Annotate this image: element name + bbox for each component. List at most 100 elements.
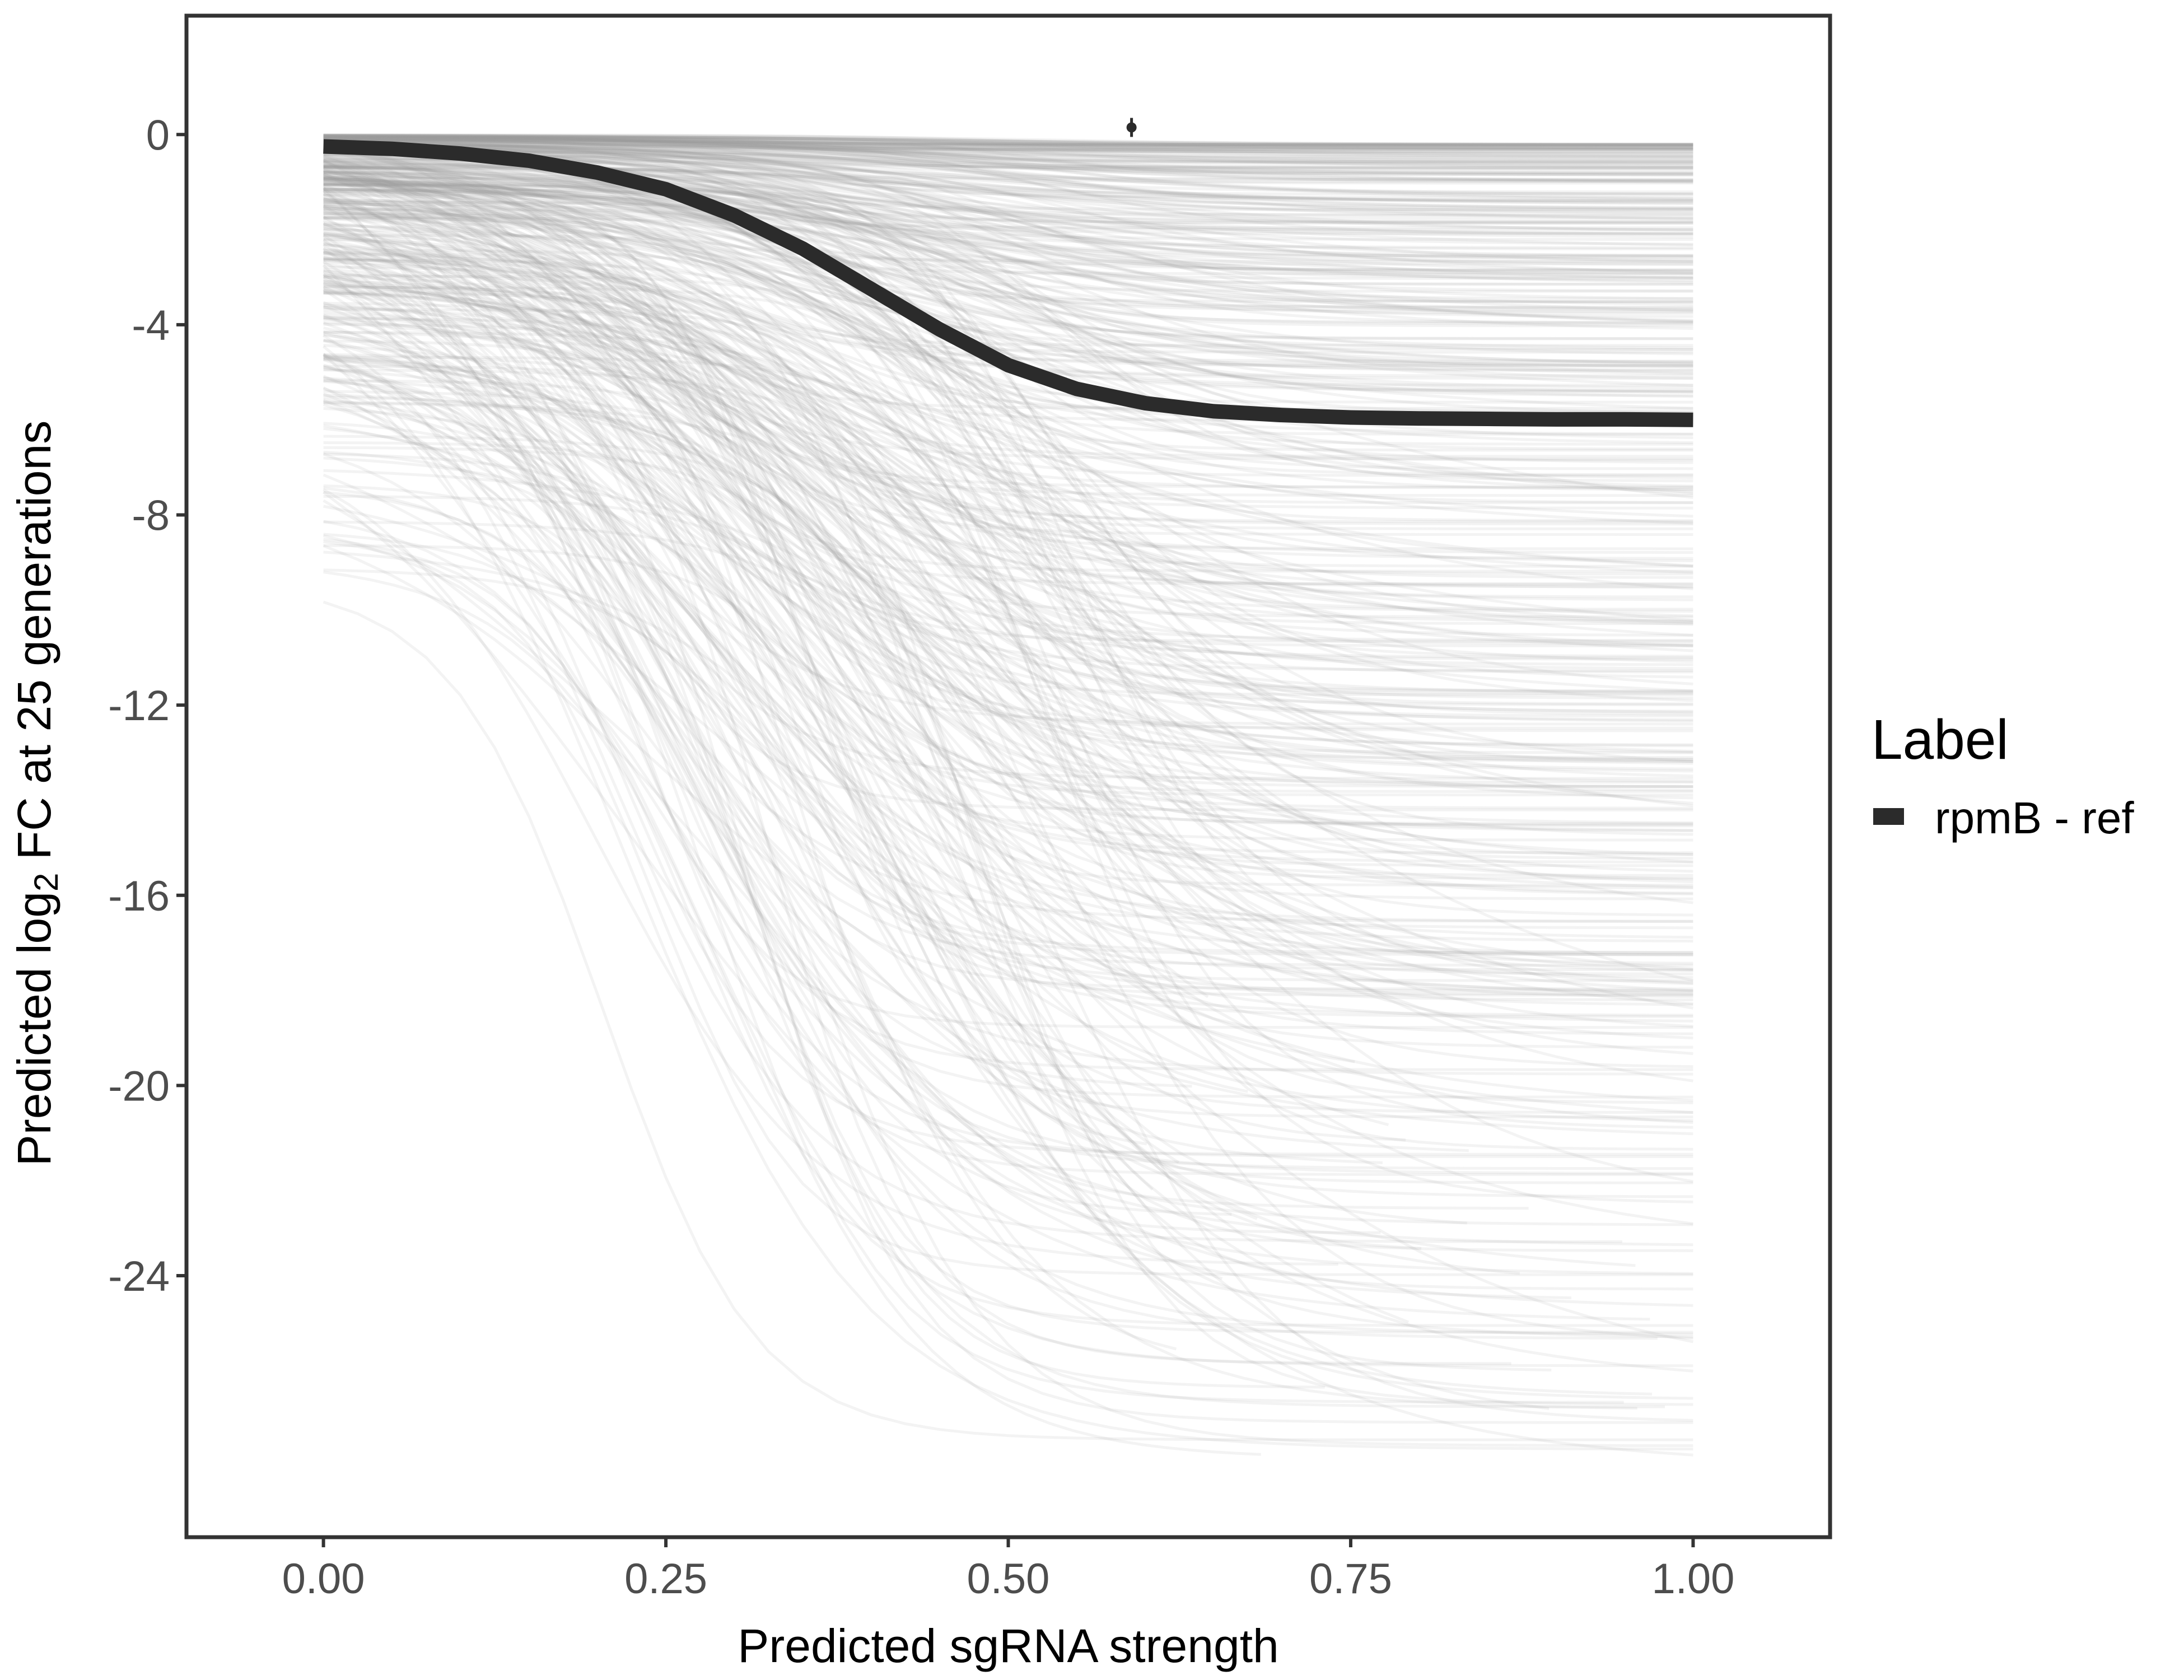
- background-curve: [323, 135, 1693, 165]
- background-curve: [323, 330, 1693, 832]
- background-curve: [323, 134, 1693, 146]
- background-curve: [323, 540, 1693, 1276]
- background-curve: [323, 452, 1693, 1076]
- background-curve: [323, 144, 1693, 175]
- background-curve: [323, 160, 1693, 574]
- background-curve: [323, 140, 1693, 169]
- background-curve: [323, 137, 1693, 151]
- background-curve: [323, 233, 1693, 1338]
- background-curve: [323, 321, 1693, 1035]
- background-curve: [323, 212, 1693, 763]
- background-curve: [323, 137, 1693, 150]
- background-curve: [323, 140, 1693, 221]
- background-curve: [323, 491, 1650, 1321]
- background-curve: [323, 224, 1693, 460]
- background-curve: [323, 193, 1693, 410]
- background-curve: [323, 484, 1325, 1389]
- legend: Label rpmB - ref: [1872, 708, 2134, 843]
- background-curve: [323, 137, 1693, 211]
- background-curve: [323, 165, 1147, 1146]
- background-curve: [323, 158, 1693, 1373]
- background-curve: [323, 441, 1693, 993]
- background-curve: [323, 144, 1693, 324]
- background-curve: [323, 338, 1693, 780]
- y-tick-label: 0: [146, 111, 170, 159]
- background-curve: [323, 190, 1693, 300]
- background-curve: [323, 136, 1693, 151]
- background-curve: [323, 188, 1693, 761]
- background-curve: [323, 144, 1693, 315]
- background-curve: [322, 353, 1693, 1247]
- background-curve: [323, 249, 1693, 800]
- background-curve: [323, 204, 1693, 856]
- background-curve: [323, 175, 1693, 367]
- background-curve: [323, 339, 1693, 714]
- background-curve: [323, 379, 1552, 1371]
- background-curve: [323, 259, 1693, 536]
- background-curve: [323, 190, 1693, 364]
- background-curve: [323, 282, 1693, 721]
- background-curve: [323, 399, 1693, 1023]
- background-curve: [323, 304, 1693, 805]
- background-curve: [323, 228, 1693, 562]
- background-curve: [323, 276, 1693, 1017]
- background-curve: [323, 218, 1693, 652]
- background-curve: [323, 164, 1693, 230]
- background-curve: [323, 178, 1693, 827]
- background-curve: [323, 144, 1693, 183]
- background-curve: [323, 344, 1693, 881]
- background-curve: [323, 134, 1693, 146]
- background-curve: [323, 158, 1693, 970]
- background-curve: [323, 302, 1693, 647]
- background-curve: [323, 256, 1693, 505]
- background-curve: [323, 172, 1658, 1340]
- background-curve: [323, 196, 1693, 489]
- background-curve: [323, 138, 1693, 195]
- background-curve: [323, 146, 1693, 325]
- background-curve: [323, 199, 1693, 452]
- background-curve: [323, 274, 1693, 522]
- background-curve: [323, 153, 1693, 266]
- background-curve: [323, 147, 1693, 601]
- background-curve: [323, 180, 1693, 410]
- background-curve: [323, 143, 1693, 236]
- background-curve: [323, 212, 1693, 624]
- background-curve: [323, 407, 1258, 1220]
- background-curve: [323, 251, 1693, 637]
- background-curve: [323, 137, 1693, 147]
- y-tick-label: -8: [132, 492, 170, 540]
- background-curve: [323, 153, 1693, 217]
- background-curve: [323, 488, 1338, 1266]
- background-curve: [323, 135, 1693, 147]
- background-curve: [323, 160, 1693, 619]
- background-curve: [323, 178, 1693, 439]
- background-curve: [323, 216, 1693, 436]
- background-curve: [323, 424, 1693, 1225]
- background-curve: [323, 182, 1693, 304]
- background-curve: [323, 400, 1693, 895]
- background-curve: [323, 136, 1693, 146]
- background-curve: [323, 533, 1232, 1216]
- background-curve: [323, 550, 1550, 1410]
- background-curve: [323, 141, 1693, 174]
- background-curve: [323, 136, 1693, 210]
- background-curve: [323, 134, 1693, 146]
- background-curve: [323, 136, 1693, 209]
- background-curve: [322, 264, 1636, 1267]
- background-curve: [323, 176, 1693, 392]
- background-curve: [323, 395, 1693, 890]
- background-curve: [323, 203, 1693, 637]
- background-curve: [323, 147, 1693, 783]
- background-curve: [323, 134, 1693, 149]
- background-curve: [323, 210, 1693, 1018]
- background-curve: [323, 133, 1693, 153]
- background-curve: [323, 176, 1693, 788]
- background-curve: [323, 134, 1693, 183]
- background-curve: [323, 339, 1693, 867]
- background-curve: [323, 250, 1693, 954]
- background-curve: [323, 330, 1693, 702]
- background-curve: [323, 308, 1693, 976]
- background-curve: [323, 139, 1693, 328]
- background-curve: [323, 473, 1355, 1063]
- background-curve: [323, 136, 1693, 155]
